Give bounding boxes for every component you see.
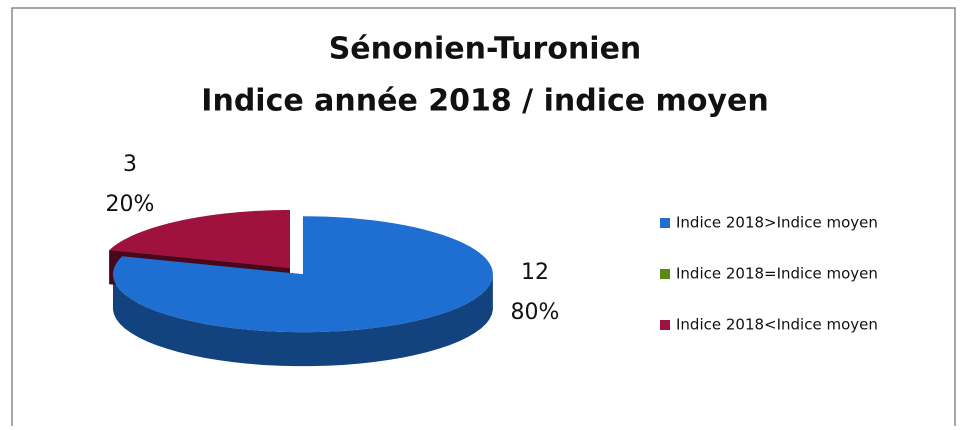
chart-title: Indice année 2018 / indice moyen	[201, 84, 768, 119]
legend-label: Indice 2018=Indice moyen	[676, 265, 878, 283]
data-label: 12	[521, 260, 549, 285]
slice	[109, 210, 291, 268]
slice-side	[112, 275, 493, 367]
chart-frame	[11, 7, 956, 430]
slice	[112, 216, 493, 333]
data-label: 80%	[511, 300, 560, 325]
chart-title: Sénonien-Turonien	[329, 32, 642, 67]
data-label: 20%	[106, 192, 155, 217]
legend-swatch	[660, 320, 670, 330]
data-label: 3	[123, 152, 137, 177]
slice	[109, 250, 291, 268]
legend-label: Indice 2018<Indice moyen	[676, 316, 878, 334]
legend-swatch	[660, 218, 670, 228]
legend-swatch	[660, 269, 670, 279]
legend-label: Indice 2018>Indice moyen	[676, 214, 878, 232]
